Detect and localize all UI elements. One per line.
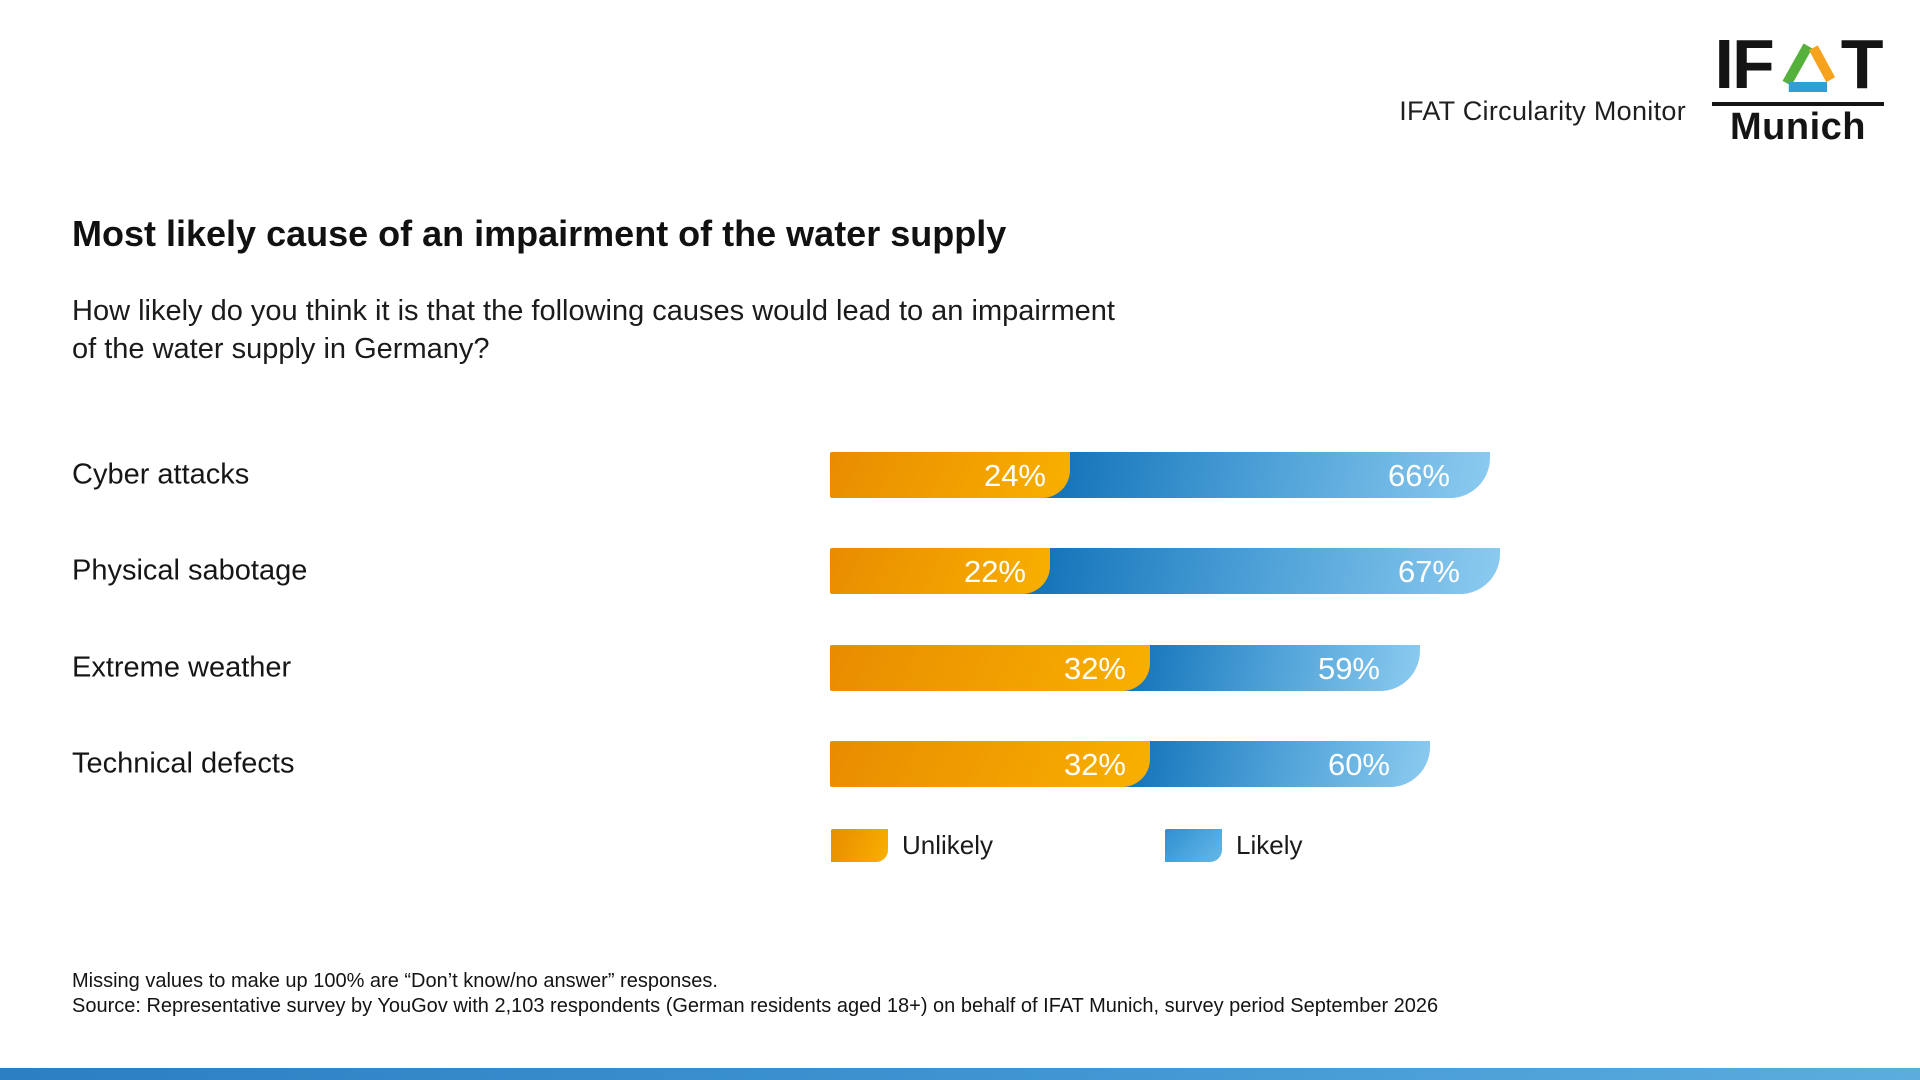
bar-row: Cyber attacks 24% 66%	[72, 452, 1872, 498]
logo-letters-post: T	[1840, 25, 1884, 103]
logo-triangle-icon	[1782, 43, 1835, 92]
page-title: Most likely cause of an impairment of th…	[72, 213, 1007, 254]
page-subtitle: How likely do you think it is that the f…	[72, 292, 1115, 368]
likely-bar-segment	[1020, 548, 1500, 595]
unlikely-value-label: 32%	[1063, 746, 1126, 782]
bottom-accent-bar	[0, 1068, 1920, 1080]
logo-city: Munich	[1730, 105, 1866, 148]
likely-value-label: 66%	[1387, 458, 1450, 493]
unlikely-value-label: 22%	[963, 554, 1026, 590]
category-label: Technical defects	[72, 747, 295, 780]
legend-swatch-unlikely	[831, 828, 888, 862]
unlikely-bar-segment	[830, 740, 1150, 787]
bar-track: 22% 67%	[830, 548, 1500, 595]
likely-bar-segment	[1120, 740, 1430, 787]
logo-letters-pre: IF	[1714, 25, 1775, 103]
legend-swatch-likely	[1165, 828, 1222, 862]
subtitle-line-1: How likely do you think it is that the f…	[72, 295, 1115, 327]
footnote: Missing values to make up 100% are “Don’…	[72, 970, 718, 992]
likely-bar-segment	[1040, 452, 1490, 498]
subtitle-line-2: of the water supply in Germany?	[72, 333, 490, 365]
legend-item-unlikely: Unlikely	[831, 828, 993, 862]
bar-row: Extreme weather 32% 59%	[72, 644, 1872, 691]
unlikely-bar-segment	[830, 548, 1050, 595]
unlikely-value-label: 24%	[983, 458, 1046, 493]
legend-item-likely: Likely	[1165, 828, 1302, 862]
bar-chart: Unlikely Likely Cyber attacks 24% 66% Physi…	[72, 452, 1872, 922]
footnote-block: Missing values to make up 100% are “Don’…	[72, 969, 1438, 1018]
logo-rule	[1712, 101, 1884, 106]
unlikely-bar-segment	[830, 452, 1070, 498]
unlikely-value-label: 32%	[1063, 650, 1126, 686]
legend-label-unlikely: Unlikely	[902, 829, 994, 860]
bar-row: Physical sabotage 22% 67%	[72, 548, 1872, 595]
bar-row: Technical defects 32% 60%	[72, 740, 1872, 787]
category-label: Extreme weather	[72, 651, 292, 684]
likely-value-label: 59%	[1317, 650, 1380, 686]
likely-value-label: 67%	[1397, 554, 1460, 590]
bar-track: 24% 66%	[830, 452, 1490, 498]
likely-value-label: 60%	[1327, 746, 1390, 782]
likely-bar-segment	[1120, 644, 1420, 691]
legend-label-likely: Likely	[1236, 829, 1303, 860]
bar-track: 32% 60%	[830, 740, 1430, 787]
source-line: Source: Representative survey by YouGov …	[72, 994, 1439, 1017]
category-label: Cyber attacks	[72, 458, 250, 491]
category-label: Physical sabotage	[72, 554, 308, 587]
monitor-label: IFAT Circularity Monitor	[1399, 96, 1686, 126]
unlikely-bar-segment	[830, 644, 1150, 691]
bar-track: 32% 59%	[830, 644, 1420, 691]
ifat-logo: IF T Munich	[1712, 25, 1884, 148]
logo-wordmark: IF T	[1712, 25, 1884, 103]
